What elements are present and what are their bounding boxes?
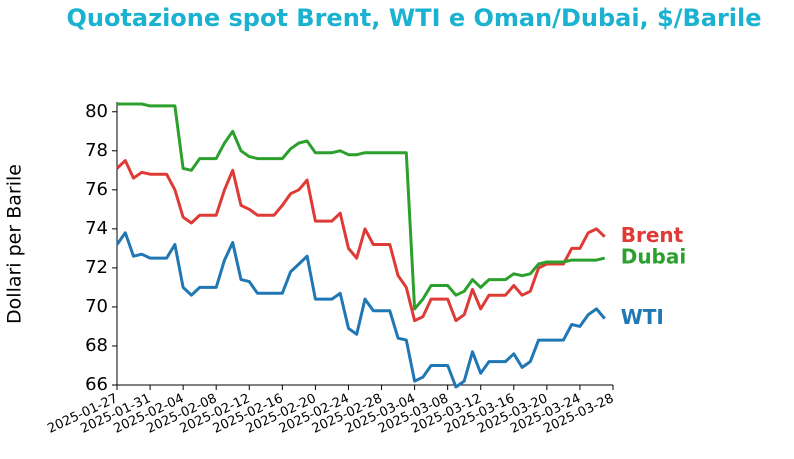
chart-title: Quotazione spot Brent, WTI e Oman/Dubai,… — [66, 4, 761, 32]
line — [115, 159, 606, 323]
y-tick-label: 66 — [85, 374, 108, 395]
line — [115, 231, 606, 389]
y-tick-label: 68 — [85, 335, 108, 356]
y-axis-label: Dollari per Barile — [4, 164, 26, 324]
y-tick-label: 74 — [85, 218, 108, 239]
y-tick-label: 72 — [85, 257, 108, 278]
legend-label: Brent — [621, 223, 684, 247]
legend-label: Dubai — [621, 245, 687, 269]
y-tick-label: 70 — [85, 296, 108, 317]
y-tick-label: 76 — [85, 179, 108, 200]
y-tick-label: 80 — [85, 101, 108, 122]
legend-label: WTI — [621, 305, 664, 329]
y-tick-label: 78 — [85, 140, 108, 161]
line — [117, 102, 606, 311]
